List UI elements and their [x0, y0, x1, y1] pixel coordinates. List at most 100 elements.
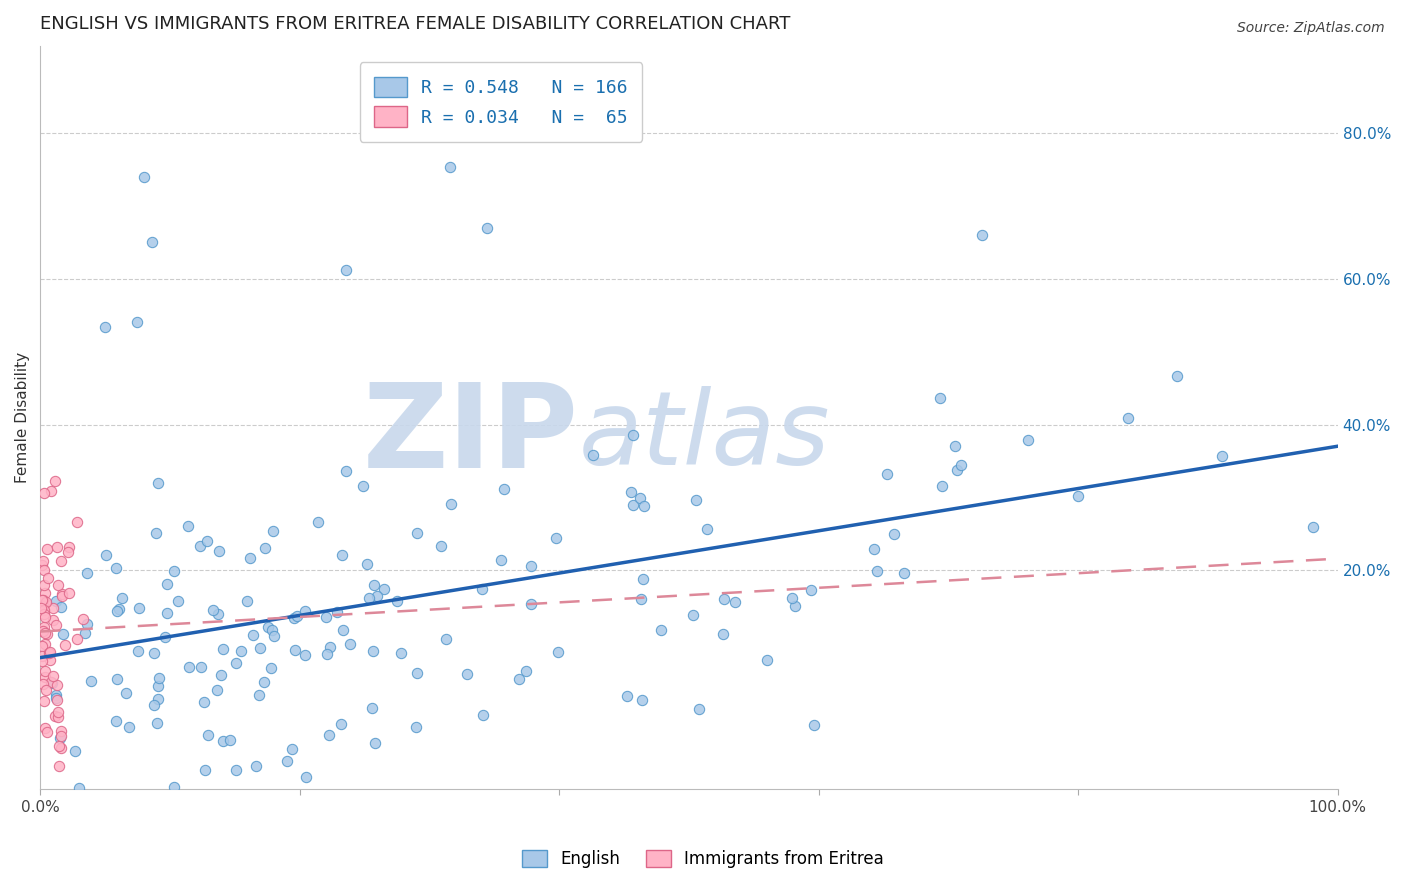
Point: [547, 645, 569, 659]
Point: [373, 582, 395, 596]
Point: [281, 742, 304, 756]
Point: [360, 700, 382, 714]
Point: [128, 814, 150, 828]
Point: [316, 647, 339, 661]
Point: [49, 723, 72, 738]
Point: [405, 720, 427, 734]
Point: [142, 698, 165, 713]
Point: [58, 541, 80, 555]
Point: [190, 660, 212, 674]
Point: [132, 170, 155, 185]
Point: [212, 734, 235, 748]
Point: [883, 527, 905, 541]
Point: [366, 589, 388, 603]
Point: [225, 763, 247, 777]
Point: [46, 705, 69, 719]
Point: [931, 479, 953, 493]
Point: [143, 646, 166, 660]
Point: [34, 664, 56, 678]
Point: [195, 534, 218, 549]
Point: [48, 739, 70, 754]
Point: [1067, 489, 1090, 503]
Point: [682, 607, 704, 622]
Point: [800, 582, 823, 597]
Point: [318, 728, 340, 742]
Point: [352, 479, 374, 493]
Point: [35, 595, 58, 609]
Point: [520, 597, 543, 611]
Point: [156, 606, 179, 620]
Point: [108, 602, 131, 616]
Point: [31, 654, 53, 668]
Point: [127, 315, 149, 329]
Point: [1166, 368, 1188, 383]
Text: atlas: atlas: [579, 386, 831, 486]
Point: [239, 550, 262, 565]
Point: [364, 736, 387, 750]
Point: [247, 688, 270, 702]
Point: [489, 553, 512, 567]
Point: [283, 611, 305, 625]
Point: [621, 427, 644, 442]
Point: [307, 515, 329, 529]
Point: [253, 675, 276, 690]
Legend: English, Immigrants from Eritrea: English, Immigrants from Eritrea: [516, 843, 890, 875]
Point: [38, 646, 60, 660]
Point: [46, 578, 69, 592]
Point: [73, 625, 96, 640]
Point: [179, 660, 201, 674]
Point: [48, 759, 70, 773]
Point: [31, 558, 53, 573]
Point: [31, 593, 53, 607]
Point: [582, 448, 605, 462]
Point: [148, 475, 170, 490]
Point: [218, 733, 240, 747]
Point: [876, 467, 898, 481]
Point: [31, 592, 53, 607]
Point: [193, 695, 215, 709]
Point: [339, 637, 361, 651]
Point: [34, 671, 56, 685]
Point: [434, 632, 457, 647]
Point: [621, 498, 644, 512]
Point: [58, 545, 80, 559]
Point: [430, 539, 453, 553]
Point: [361, 644, 384, 658]
Point: [229, 644, 252, 658]
Point: [32, 624, 55, 638]
Point: [94, 549, 117, 563]
Point: [51, 590, 73, 604]
Point: [37, 541, 59, 556]
Point: [475, 221, 498, 235]
Point: [713, 591, 735, 606]
Point: [148, 692, 170, 706]
Point: [294, 648, 316, 662]
Point: [94, 320, 117, 334]
Point: [256, 620, 278, 634]
Text: ZIP: ZIP: [363, 378, 579, 493]
Point: [318, 640, 340, 655]
Point: [153, 630, 176, 644]
Point: [177, 519, 200, 533]
Point: [45, 617, 67, 632]
Point: [118, 720, 141, 734]
Point: [34, 607, 56, 621]
Point: [34, 637, 56, 651]
Point: [66, 515, 89, 529]
Point: [51, 587, 73, 601]
Point: [650, 623, 672, 637]
Point: [45, 691, 67, 706]
Point: [471, 708, 494, 723]
Point: [276, 754, 298, 768]
Point: [163, 564, 186, 578]
Point: [32, 677, 55, 691]
Point: [332, 623, 354, 637]
Point: [163, 780, 186, 794]
Point: [285, 608, 308, 623]
Point: [893, 566, 915, 580]
Point: [405, 665, 427, 680]
Point: [107, 604, 129, 618]
Point: [208, 543, 231, 558]
Point: [756, 653, 779, 667]
Point: [31, 624, 53, 639]
